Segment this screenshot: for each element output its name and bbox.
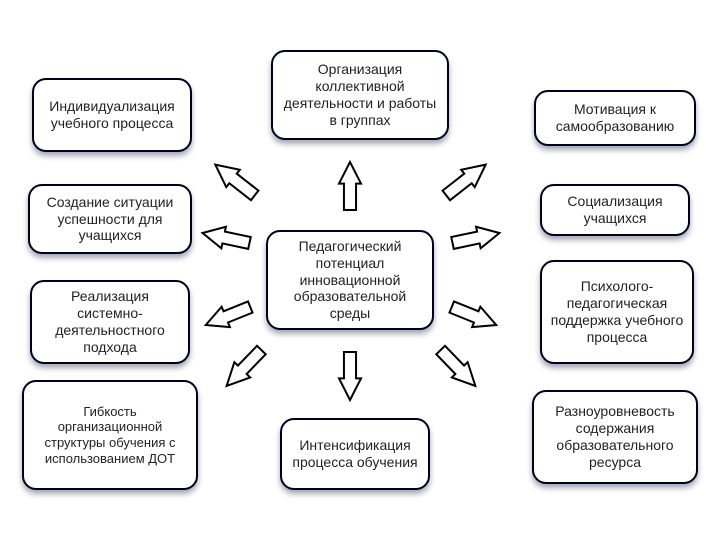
outer-node-r1: Мотивация к самообразованию	[534, 90, 696, 146]
arrow-r4	[430, 340, 486, 397]
outer-node-r2: Социализация учащихся	[540, 184, 690, 236]
outer-node-text: Социализация учащихся	[550, 193, 680, 227]
outer-node-text: Психолого-педагогическая поддержка учебн…	[550, 278, 684, 345]
outer-node-l3: Реализация системно-деятельностного подх…	[30, 280, 190, 364]
arrow-r1	[437, 153, 496, 207]
outer-node-text: Создание ситуации успешности для учащихс…	[38, 194, 182, 244]
outer-node-l2: Создание ситуации успешности для учащихс…	[28, 184, 192, 254]
outer-node-top: Организация коллективной деятельности и …	[271, 50, 449, 140]
outer-node-l4: Гибкость организационной структуры обуче…	[22, 380, 198, 490]
center-node-text: Педагогический потенциал инновационной о…	[276, 238, 424, 322]
outer-node-text: Интенсификация процесса обучения	[290, 437, 420, 471]
arrow-l3	[199, 294, 257, 338]
outer-node-text: Индивидуализация учебного процесса	[42, 98, 182, 132]
arrow-l1	[206, 153, 265, 207]
arrow-l4	[216, 340, 272, 397]
arrow-bottom	[337, 350, 363, 402]
center-node: Педагогический потенциал инновационной о…	[266, 230, 434, 330]
arrow-top	[337, 160, 363, 212]
outer-node-bottom: Интенсификация процесса обучения	[280, 418, 430, 490]
arrow-r3	[445, 294, 503, 338]
arrow-l2	[198, 220, 254, 256]
outer-node-text: Разноуровневость содержания образователь…	[542, 403, 688, 470]
arrow-r2	[448, 220, 504, 256]
outer-node-text: Организация коллективной деятельности и …	[281, 61, 439, 128]
outer-node-text: Реализация системно-деятельностного подх…	[40, 288, 180, 355]
outer-node-r3: Психолого-педагогическая поддержка учебн…	[540, 260, 694, 364]
outer-node-text: Мотивация к самообразованию	[544, 101, 686, 135]
outer-node-r4: Разноуровневость содержания образователь…	[532, 390, 698, 484]
outer-node-l1: Индивидуализация учебного процесса	[32, 78, 192, 152]
outer-node-text: Гибкость организационной структуры обуче…	[32, 404, 188, 466]
